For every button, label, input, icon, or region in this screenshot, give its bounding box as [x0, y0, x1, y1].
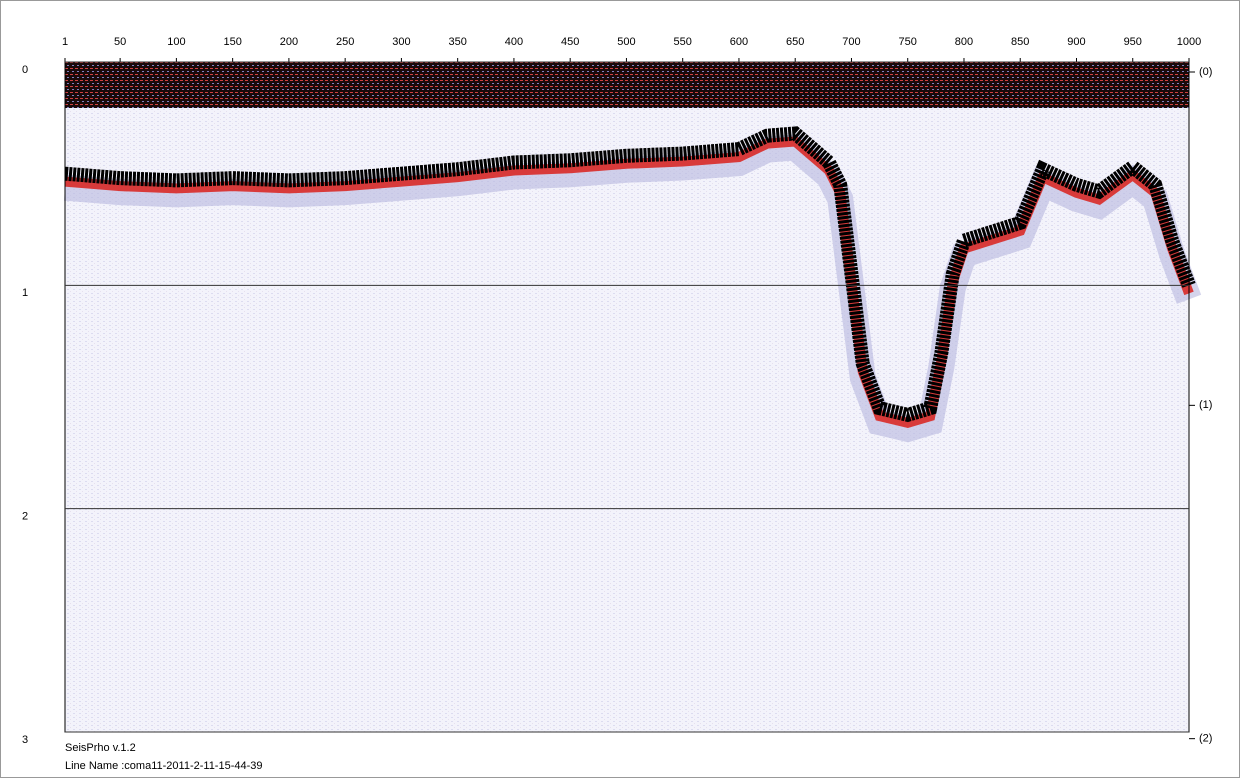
x-tick-label: 550 [674, 36, 692, 48]
seismic-viewer: SeisPrho v.1.2 Line Name :coma11-2011-2-… [0, 0, 1240, 778]
x-tick-label: 750 [899, 36, 917, 48]
x-tick-label: 850 [1011, 36, 1029, 48]
y-tick-label: 2 [22, 511, 28, 523]
x-tick-label: 800 [955, 36, 973, 48]
y-tick-label: 1 [22, 287, 28, 299]
line-name: Line Name :coma11-2011-2-11-15-44-39 [65, 760, 263, 772]
y2-tick-label: (2) [1199, 733, 1212, 745]
software-label: SeisPrho v.1.2 [65, 742, 136, 754]
y-tick-label: 0 [22, 64, 28, 76]
direct-wave-band [65, 62, 1189, 108]
x-tick-label: 1000 [1177, 36, 1201, 48]
x-tick-label: 200 [280, 36, 298, 48]
y2-tick-label: (0) [1199, 66, 1212, 78]
x-tick-label: 350 [448, 36, 466, 48]
x-tick-label: 600 [730, 36, 748, 48]
y2-tick-label: (1) [1199, 399, 1212, 411]
x-tick-label: 500 [617, 36, 635, 48]
x-tick-label: 400 [505, 36, 523, 48]
x-tick-label: 50 [114, 36, 126, 48]
x-tick-label: 150 [223, 36, 241, 48]
x-tick-label: 250 [336, 36, 354, 48]
y-tick-label: 3 [22, 734, 28, 746]
x-tick-label: 100 [167, 36, 185, 48]
x-tick-label: 950 [1124, 36, 1142, 48]
x-tick-label: 1 [62, 36, 68, 48]
x-tick-label: 450 [561, 36, 579, 48]
x-tick-label: 900 [1067, 36, 1085, 48]
x-tick-label: 650 [786, 36, 804, 48]
x-tick-label: 700 [842, 36, 860, 48]
x-tick-label: 300 [392, 36, 410, 48]
